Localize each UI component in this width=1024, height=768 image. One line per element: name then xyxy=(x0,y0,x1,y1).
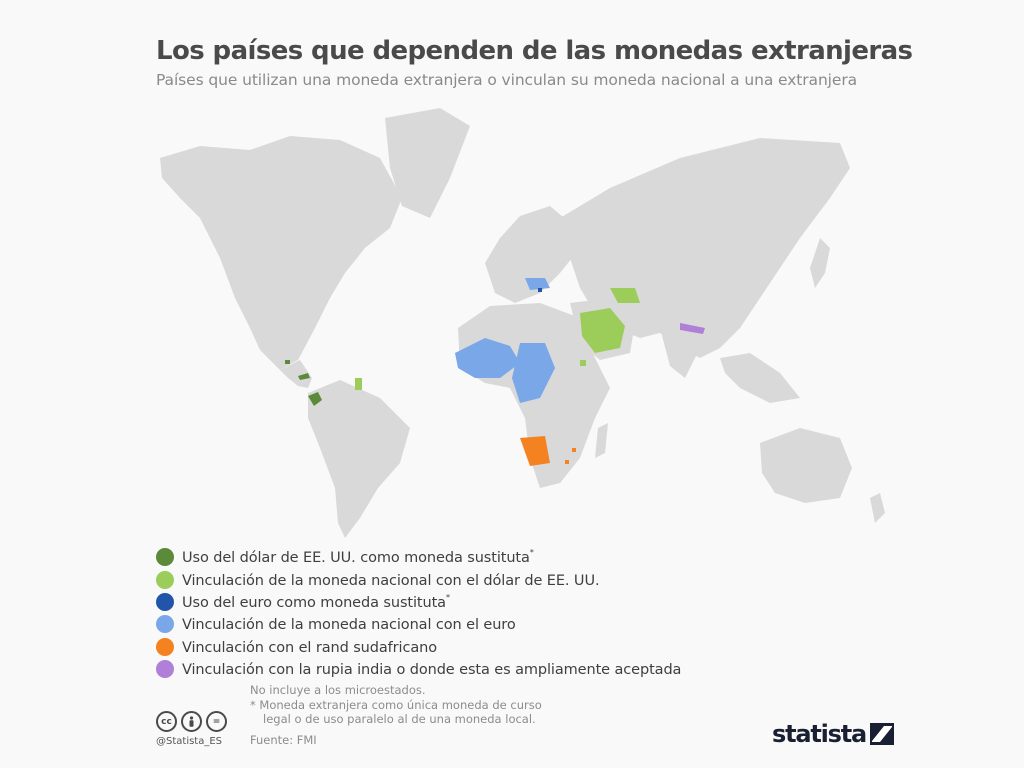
legend-swatch xyxy=(156,592,174,611)
legend-swatch xyxy=(156,570,174,589)
region-namibia xyxy=(520,436,550,466)
world-map xyxy=(160,108,885,538)
region-nepal-bhutan xyxy=(680,323,705,334)
social-handle[interactable]: @Statista_ES xyxy=(156,736,223,747)
chart-title: Los países que dependen de las monedas e… xyxy=(156,36,913,66)
legend-item: Vinculación con el rand sudafricano xyxy=(156,636,681,658)
landmass-greenland xyxy=(385,108,470,218)
person-icon[interactable] xyxy=(181,711,202,732)
legend-item: Uso del euro como moneda sustituta* xyxy=(156,591,681,613)
region-central-africa-cfa xyxy=(512,343,555,403)
legend: Uso del dólar de EE. UU. como moneda sus… xyxy=(156,546,681,680)
legend-swatch xyxy=(156,660,174,679)
legend-item: Vinculación con la rupia india o donde e… xyxy=(156,658,681,680)
landmass-north-america xyxy=(160,136,402,370)
equals-icon[interactable]: = xyxy=(206,711,227,732)
region-lesotho xyxy=(565,460,569,464)
chart-subtitle: Países que utilizan una moneda extranjer… xyxy=(156,71,857,89)
legend-label: Vinculación de la moneda nacional con el… xyxy=(182,572,600,589)
legend-label: Uso del euro como moneda sustituta* xyxy=(182,592,450,611)
legend-label: Vinculación con el rand sudafricano xyxy=(182,639,437,656)
land-masses xyxy=(160,108,885,538)
region-saudi-arabia xyxy=(580,308,625,353)
legend-item: Vinculación de la moneda nacional con el… xyxy=(156,613,681,635)
brand-name: statista xyxy=(772,720,867,748)
footnotes: No incluye a los microestados. * Moneda … xyxy=(250,683,542,727)
landmass-australia xyxy=(760,428,852,503)
landmass-southeast-asia xyxy=(720,353,800,403)
region-bulgaria-bosnia xyxy=(525,278,550,290)
footnote-line: legal o de uso paralelo al de una moneda… xyxy=(263,712,536,726)
region-panama xyxy=(298,373,310,380)
region-eswatini xyxy=(572,448,576,452)
region-el-salvador xyxy=(285,360,290,364)
landmass-madagascar xyxy=(595,423,608,458)
statista-logo[interactable]: statista xyxy=(772,720,895,748)
landmass-new-zealand xyxy=(870,493,885,523)
region-suriname xyxy=(355,378,362,390)
legend-swatch xyxy=(156,548,174,567)
legend-swatch xyxy=(156,637,174,656)
region-djibouti xyxy=(580,360,586,366)
license-icons[interactable]: cc = xyxy=(156,711,227,732)
legend-item: Uso del dólar de EE. UU. como moneda sus… xyxy=(156,546,681,568)
landmass-central-america xyxy=(280,360,312,388)
brand-mark-icon xyxy=(870,723,895,745)
highlighted-countries xyxy=(285,278,705,466)
footnote-line: No incluye a los microestados. xyxy=(250,683,426,697)
legend-label: Vinculación con la rupia india o donde e… xyxy=(182,662,682,679)
legend-item: Vinculación de la moneda nacional con el… xyxy=(156,568,681,590)
landmass-south-america xyxy=(308,380,410,538)
source-text: Fuente: FMI xyxy=(250,733,317,747)
region-turkmenistan xyxy=(610,288,640,303)
region-kosovo-montenegro xyxy=(538,288,542,292)
legend-label: Vinculación de la moneda nacional con el… xyxy=(182,617,516,634)
legend-label: Uso del dólar de EE. UU. como moneda sus… xyxy=(182,548,534,567)
landmass-japan xyxy=(810,238,830,288)
cc-icon[interactable]: cc xyxy=(156,711,177,732)
landmass-india xyxy=(660,323,700,378)
region-ecuador xyxy=(308,392,322,406)
landmass-europe xyxy=(485,206,580,303)
legend-swatch xyxy=(156,615,174,634)
footnote-line: * Moneda extranjera como única moneda de… xyxy=(250,697,542,712)
region-west-africa-cfa xyxy=(455,338,520,378)
